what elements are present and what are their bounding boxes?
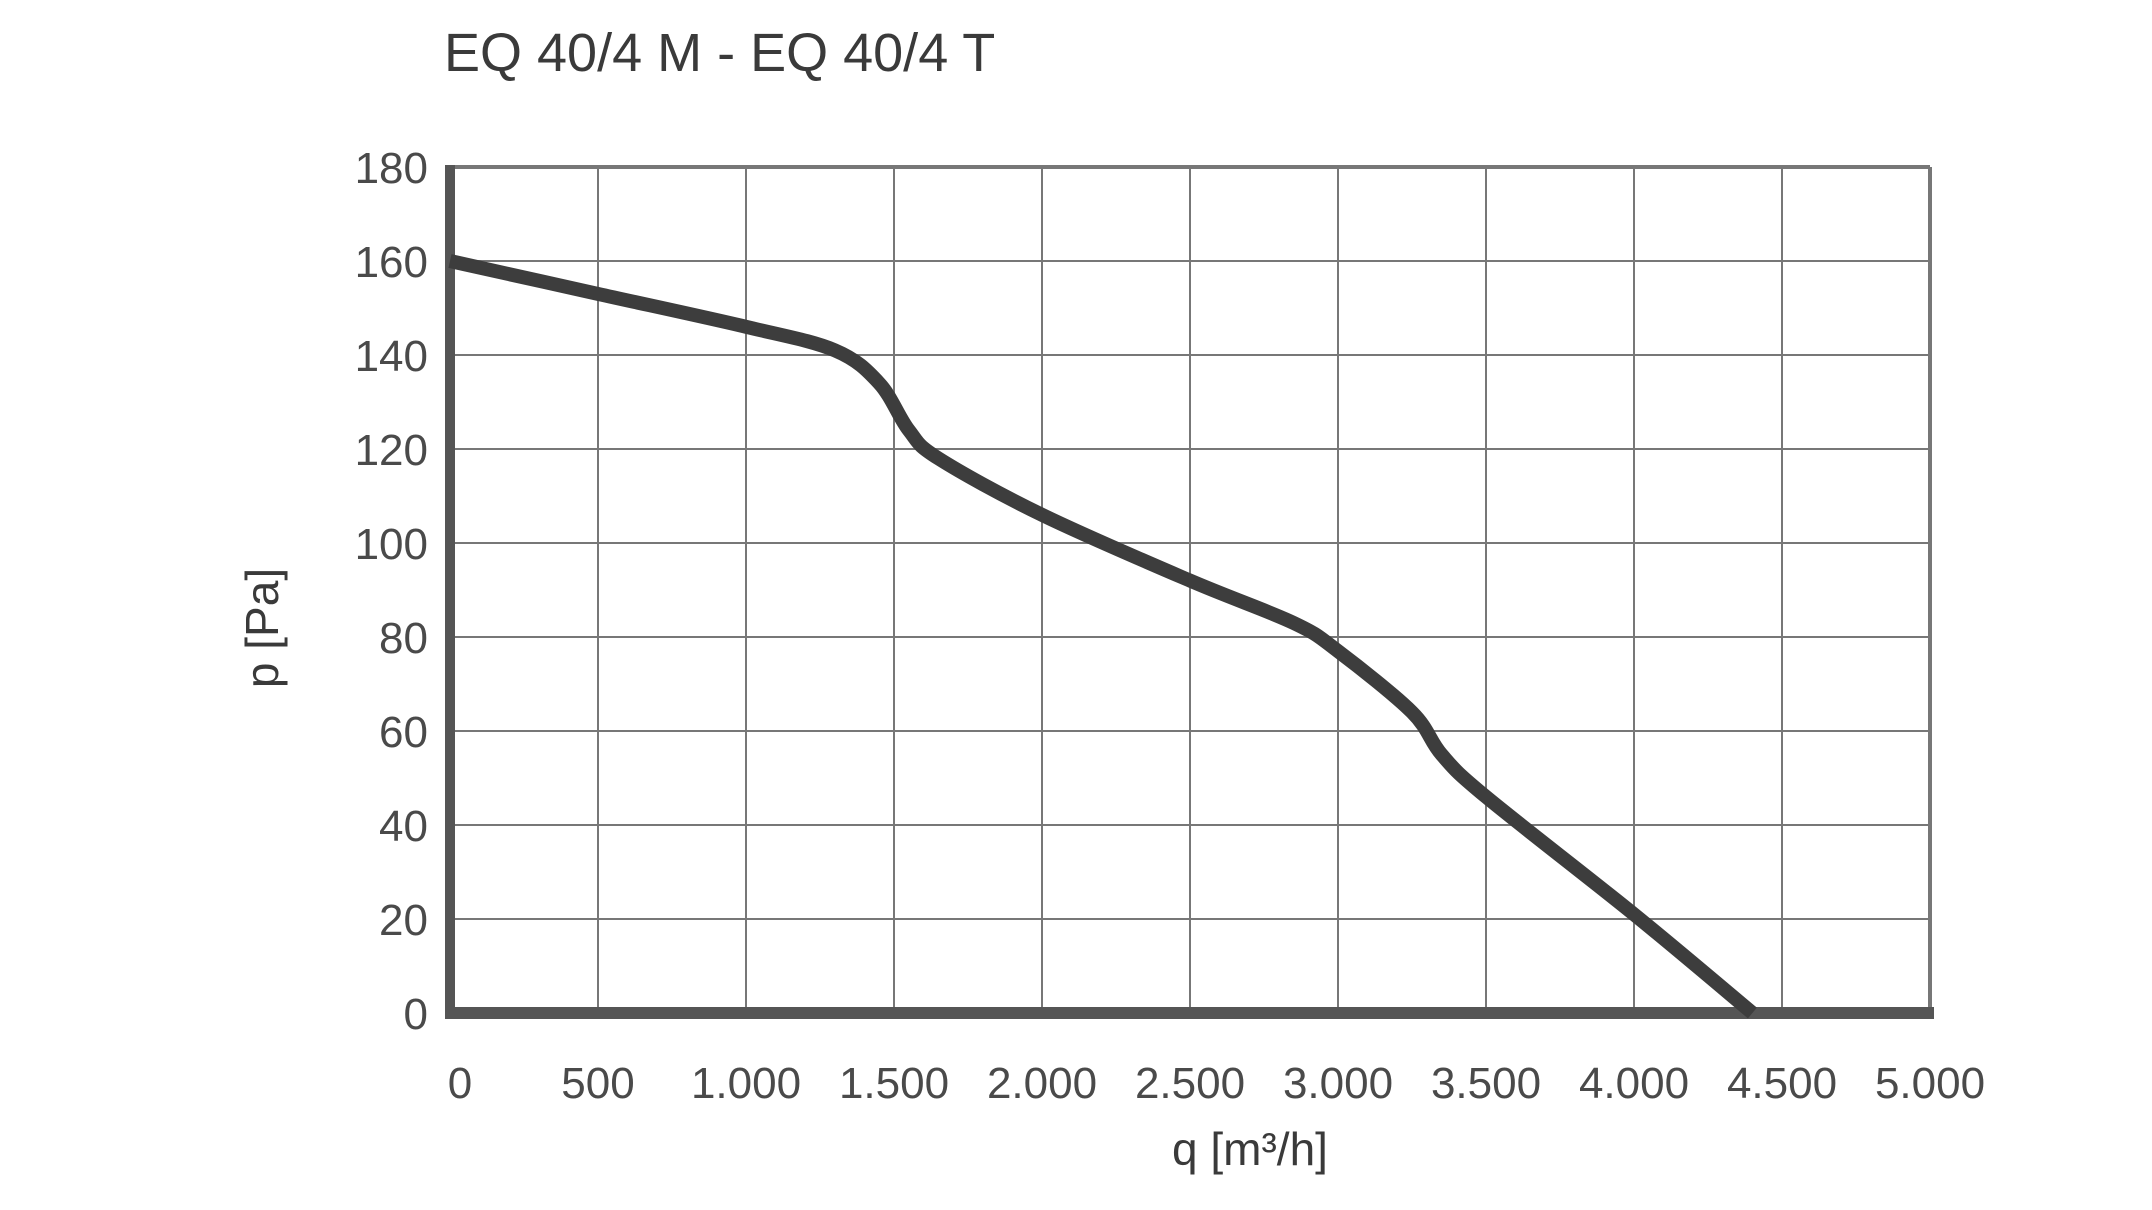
x-tick-label: 3.000 — [1283, 1059, 1393, 1108]
y-tick-label: 180 — [355, 144, 428, 193]
y-tick-label: 20 — [379, 896, 428, 945]
x-tick-label: 4.500 — [1727, 1059, 1837, 1108]
pressure-curve — [448, 254, 1757, 1019]
x-tick-label: 3.500 — [1431, 1059, 1541, 1108]
x-tick-label: 1.000 — [691, 1059, 801, 1108]
x-tick-label: 4.000 — [1579, 1059, 1689, 1108]
x-tick-label: 5.000 — [1875, 1059, 1985, 1108]
y-tick-label: 120 — [355, 426, 428, 475]
y-tick-label: 160 — [355, 238, 428, 287]
x-tick-label: 0 — [448, 1059, 472, 1108]
y-tick-label: 0 — [404, 990, 428, 1039]
x-axis-label: q [m³/h] — [1172, 1123, 1328, 1175]
y-tick-label: 40 — [379, 802, 428, 851]
y-tick-label: 100 — [355, 520, 428, 569]
x-tick-label: 1.500 — [839, 1059, 949, 1108]
y-tick-label: 60 — [379, 708, 428, 757]
x-tick-label: 2.500 — [1135, 1059, 1245, 1108]
chart-title: EQ 40/4 M - EQ 40/4 T — [444, 23, 996, 83]
y-axis-label: p [Pa] — [236, 568, 288, 688]
y-tick-label: 140 — [355, 332, 428, 381]
x-tick-label: 500 — [561, 1059, 634, 1108]
x-tick-label: 2.000 — [987, 1059, 1097, 1108]
y-tick-label: 80 — [379, 614, 428, 663]
